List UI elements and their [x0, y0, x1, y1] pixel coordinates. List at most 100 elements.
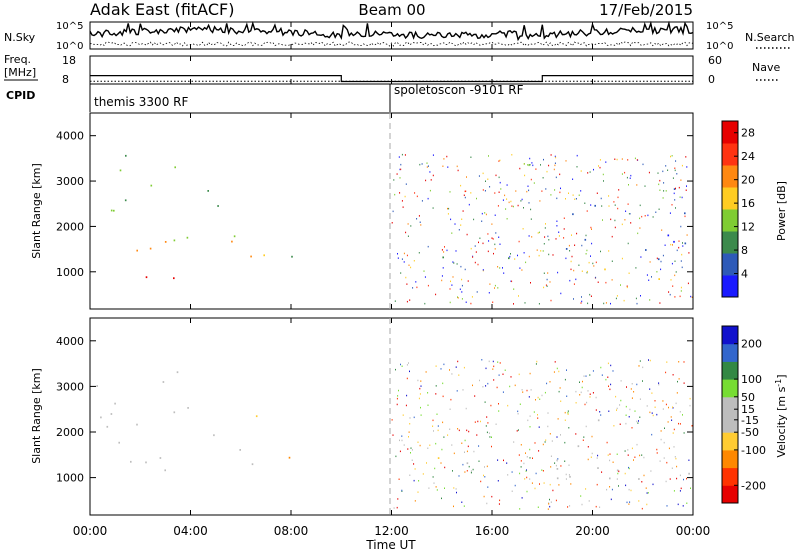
echo-cell — [395, 368, 396, 371]
echo-cell — [581, 270, 583, 272]
echo-cell — [580, 495, 582, 497]
echo-cell — [556, 220, 558, 222]
echo-cell — [523, 252, 525, 254]
echo-cell — [173, 277, 175, 280]
echo-cell — [686, 166, 688, 168]
echo-cell — [667, 234, 670, 237]
echo-cell — [457, 428, 459, 430]
echo-cell — [631, 447, 633, 450]
echo-cell — [427, 197, 429, 200]
colorbar-tick-label: -50 — [741, 426, 759, 439]
echo-cell — [549, 498, 550, 501]
echo-cell — [584, 403, 586, 406]
echo-cell — [648, 279, 650, 281]
echo-cell — [436, 413, 438, 415]
echo-cell — [679, 295, 681, 298]
echo-cell — [497, 287, 499, 289]
x-tick-label-5: 20:00 — [575, 524, 610, 538]
noise-tick-bottom-right: 10^0 — [706, 41, 733, 52]
echo-cell — [511, 205, 513, 207]
echo-cell — [409, 299, 411, 301]
echo-cell — [616, 469, 619, 472]
freq-label-line1: Freq. — [4, 53, 31, 66]
echo-cell — [533, 411, 535, 413]
echo-cell — [644, 215, 646, 217]
echo-cell — [495, 423, 497, 425]
echo-cell — [628, 488, 630, 491]
echo-cell — [560, 187, 561, 190]
echo-cell — [545, 188, 547, 190]
echo-cell — [507, 404, 509, 407]
echo-cell — [113, 209, 115, 212]
echo-cell — [626, 501, 628, 504]
echo-cell — [679, 196, 681, 198]
echo-cell — [118, 441, 120, 444]
echo-cell — [442, 421, 444, 424]
echo-cell — [608, 250, 610, 252]
echo-cell — [457, 360, 459, 363]
echo-cell — [456, 491, 457, 494]
echo-cell — [566, 395, 568, 397]
echo-cell — [427, 447, 429, 449]
echo-cell — [484, 190, 486, 192]
echo-cell — [418, 215, 420, 217]
echo-cell — [470, 247, 472, 250]
echo-cell — [585, 425, 587, 428]
echo-cell — [476, 197, 477, 200]
station-title: Adak East (fitACF) — [90, 0, 234, 19]
echo-cell — [608, 205, 610, 207]
y-tick-label: 2000 — [56, 426, 84, 439]
echo-cell — [498, 236, 500, 238]
echo-cell — [627, 454, 629, 456]
echo-cell — [468, 203, 470, 206]
power-colorbar-label: Power [dB] — [775, 181, 788, 241]
echo-cell — [575, 390, 577, 393]
echo-cell — [617, 196, 619, 199]
colorbar-tick-label: -15 — [741, 414, 759, 427]
echo-cell — [658, 278, 660, 280]
echo-cell — [649, 411, 651, 414]
echo-cell — [646, 492, 648, 494]
echo-cell — [470, 471, 472, 474]
echo-cell — [486, 465, 488, 468]
echo-cell — [421, 163, 423, 165]
echo-cell — [479, 379, 480, 382]
echo-cell — [550, 299, 552, 302]
echo-cell — [406, 300, 408, 303]
power-colorbar: 4 8 12 16 20 24 28 — [721, 120, 755, 298]
echo-cell — [626, 386, 627, 388]
echo-cell — [471, 296, 473, 298]
echo-cell — [443, 436, 445, 438]
echo-cell — [614, 219, 616, 222]
echo-cell — [580, 190, 582, 192]
echo-cell — [432, 207, 434, 209]
echo-cell — [489, 283, 491, 285]
echo-cell — [452, 276, 454, 278]
echo-cell — [681, 196, 683, 199]
echo-cell — [602, 173, 604, 176]
echo-cell — [682, 242, 683, 244]
echo-cell — [474, 395, 476, 397]
echo-cell — [462, 463, 464, 466]
echo-cell — [630, 489, 632, 492]
echo-cell — [600, 197, 602, 200]
echo-cell — [597, 419, 600, 422]
echo-cell — [542, 443, 544, 446]
echo-cell — [526, 469, 527, 471]
echo-cell — [475, 251, 477, 253]
echo-cell — [650, 470, 652, 472]
echo-cell — [441, 275, 443, 277]
echo-cell — [617, 207, 619, 210]
echo-cell — [494, 287, 495, 289]
echo-cell — [401, 489, 403, 492]
echo-cell — [605, 378, 607, 381]
echo-cell — [392, 210, 394, 213]
echo-cell — [613, 201, 615, 203]
echo-cell — [601, 374, 603, 376]
echo-cell — [659, 189, 661, 191]
echo-cell — [554, 164, 556, 167]
echo-cell — [498, 191, 500, 193]
echo-cell — [461, 284, 463, 287]
echo-cell — [520, 200, 522, 202]
echo-cell — [599, 506, 601, 508]
